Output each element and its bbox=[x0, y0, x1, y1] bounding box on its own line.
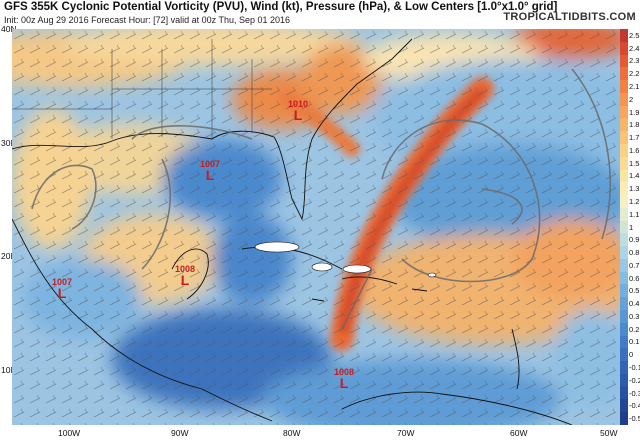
colorbar-segment bbox=[620, 182, 628, 196]
colorbar-segment bbox=[620, 310, 628, 324]
lon-label-90w: 90W bbox=[171, 428, 189, 438]
colorbar-tick-label: 2.2 bbox=[629, 69, 640, 79]
chart-title: GFS 355K Cyclonic Potential Vorticity (P… bbox=[4, 1, 558, 13]
lon-label-80w: 80W bbox=[283, 428, 301, 438]
colorbar-tick-label: -0.5 bbox=[629, 414, 640, 424]
colorbar-segment bbox=[620, 386, 628, 400]
colorbar-segment bbox=[620, 67, 628, 81]
lon-label-60w: 60W bbox=[510, 428, 528, 438]
low-center-marker: 1007 L bbox=[52, 277, 73, 301]
colorbar-tick-label: 2 bbox=[629, 94, 634, 104]
colorbar-tick-label: -0.3 bbox=[629, 388, 640, 398]
colorbar-segment bbox=[620, 156, 628, 170]
colorbar-tick-label: 1.3 bbox=[629, 184, 640, 194]
colorbar-tick-label: 1.6 bbox=[629, 145, 640, 155]
colorbar-tick-label: 0.3 bbox=[629, 311, 640, 321]
colorbar-segment bbox=[620, 335, 628, 349]
colorbar-tick-label: 1.7 bbox=[629, 133, 640, 143]
colorbar-tick-label: 1.9 bbox=[629, 107, 640, 117]
lon-label-50w: 50W bbox=[600, 428, 618, 438]
low-symbol: L bbox=[205, 167, 215, 183]
low-center-marker: 1008 L bbox=[175, 264, 196, 288]
colorbar-segment bbox=[620, 284, 628, 298]
colorbar-tick-label: 0 bbox=[629, 350, 634, 360]
colorbar-segment bbox=[620, 80, 628, 94]
colorbar-segment bbox=[620, 207, 628, 222]
colorbar-segment bbox=[620, 118, 628, 132]
colorbar-tick-label: 2.4 bbox=[629, 43, 640, 53]
political-borders bbox=[12, 39, 272, 139]
pv-map bbox=[12, 29, 620, 425]
pv-map-svg bbox=[12, 29, 620, 425]
colorbar-segment bbox=[620, 41, 628, 56]
low-center-marker: 1010 L bbox=[288, 99, 309, 123]
colorbar-segment bbox=[620, 92, 628, 107]
low-center-marker: 1007 L bbox=[200, 159, 221, 183]
colorbar-segment bbox=[620, 258, 628, 273]
colorbar-tick-label: 0.5 bbox=[629, 286, 640, 296]
colorbar-tick-label: 1.8 bbox=[629, 120, 640, 130]
colorbar-segment bbox=[620, 373, 628, 388]
colorbar-tick-label: 2.1 bbox=[629, 81, 640, 91]
low-symbol: L bbox=[339, 375, 349, 391]
colorbar-tick-label: 1 bbox=[629, 222, 634, 232]
colorbar-tick-label: 1.2 bbox=[629, 196, 640, 206]
colorbar-tick-label: 2.5 bbox=[629, 30, 640, 40]
lat-label-10n: 10N bbox=[1, 365, 17, 375]
pressure-contours bbox=[31, 68, 611, 330]
coastlines bbox=[12, 38, 573, 425]
chart-subtitle: Init: 00z Aug 29 2016 Forecast Hour: [72… bbox=[4, 15, 291, 25]
colorbar-tick-label: 1.5 bbox=[629, 158, 640, 168]
colorbar-tick-label: -0.2 bbox=[629, 375, 640, 385]
colorbar-segment bbox=[620, 220, 628, 234]
colorbar-segment bbox=[620, 131, 628, 145]
lat-label-30n: 30N bbox=[1, 138, 17, 148]
colorbar-tick-label: -0.4 bbox=[629, 401, 640, 411]
colorbar-segment bbox=[620, 105, 628, 119]
low-symbol: L bbox=[180, 272, 190, 288]
colorbar-segment bbox=[620, 412, 628, 426]
colorbar-tick-label: 1.1 bbox=[629, 209, 640, 219]
colorbar-segment bbox=[620, 271, 628, 285]
colorbar-segment bbox=[620, 297, 628, 311]
lon-label-70w: 70W bbox=[397, 428, 415, 438]
colorbar-segment bbox=[620, 29, 628, 43]
pv-colorbar: 2.5 2.4 2.3 2.2 2.1 2 1.9 1.8 1.7 1.6 1.5 1.4 1.3 1.2… bbox=[620, 29, 640, 426]
colorbar-tick-label: 0.6 bbox=[629, 273, 640, 283]
low-pressure-value: 1010 bbox=[288, 99, 309, 109]
colorbar-tick-label: 1.4 bbox=[629, 171, 640, 181]
colorbar-tick-label: -0.1 bbox=[629, 363, 640, 373]
low-pressure-value: 1008 bbox=[334, 367, 355, 377]
colorbar-tick-label: 0.9 bbox=[629, 235, 640, 245]
colorbar-segment bbox=[620, 169, 628, 183]
colorbar-tick-label: 2.3 bbox=[629, 56, 640, 66]
low-center-marker: 1008 L bbox=[334, 367, 355, 391]
low-symbol: L bbox=[293, 107, 303, 123]
colorbar-segment bbox=[620, 361, 628, 375]
colorbar-segment bbox=[620, 195, 628, 209]
colorbar-segment bbox=[620, 322, 628, 337]
header: GFS 355K Cyclonic Potential Vorticity (P… bbox=[0, 0, 640, 27]
colorbar-segment bbox=[620, 143, 628, 158]
lat-label-20n: 20N bbox=[1, 251, 17, 261]
lon-label-100w: 100W bbox=[58, 428, 81, 438]
low-pressure-value: 1007 bbox=[200, 159, 221, 169]
low-pressure-value: 1008 bbox=[175, 264, 196, 274]
colorbar-tick-label: 0.2 bbox=[629, 324, 640, 334]
colorbar-tick-label: 0.7 bbox=[629, 260, 640, 270]
colorbar-tick-label: 0.1 bbox=[629, 337, 640, 347]
colorbar-segment bbox=[620, 399, 628, 413]
colorbar-tick-label: 0.8 bbox=[629, 248, 640, 258]
colorbar-segment bbox=[620, 233, 628, 247]
colorbar-segment bbox=[620, 246, 628, 260]
low-symbol: L bbox=[57, 285, 67, 301]
islands bbox=[254, 241, 437, 278]
colorbar-segment bbox=[620, 348, 628, 362]
wind-barbs bbox=[12, 29, 620, 425]
colorbar-tick-label: 0.4 bbox=[629, 299, 640, 309]
lat-label-40n: 40N bbox=[1, 24, 17, 34]
credit-watermark: TROPICALTIDBITS.COM bbox=[503, 11, 636, 23]
low-pressure-value: 1007 bbox=[52, 277, 73, 287]
colorbar-segment bbox=[620, 54, 628, 68]
